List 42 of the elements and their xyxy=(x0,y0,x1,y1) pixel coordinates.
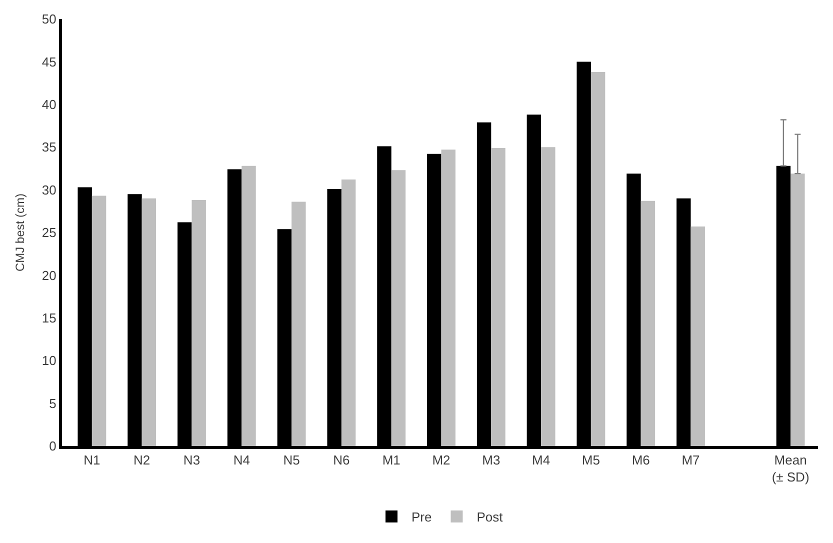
y-tick-label: 25 xyxy=(42,225,56,240)
y-tick-label: 35 xyxy=(42,140,56,155)
bar xyxy=(341,180,356,446)
bar xyxy=(242,166,256,446)
y-tick-label: 45 xyxy=(42,54,56,70)
bar xyxy=(640,200,656,446)
bar xyxy=(491,148,506,446)
bar xyxy=(292,202,306,446)
y-tick-label: 10 xyxy=(42,353,56,368)
y-tick-label: 30 xyxy=(42,182,56,198)
y-axis-title: CMJ best (cm) xyxy=(13,193,28,272)
bar xyxy=(391,170,406,446)
legend-label: Post xyxy=(476,510,504,525)
x-tick-label: N3 xyxy=(183,452,200,468)
bar xyxy=(541,147,556,446)
y-tick-label: 5 xyxy=(49,396,56,411)
legend-label: Pre xyxy=(412,510,432,525)
y-tick-label: 20 xyxy=(42,268,56,283)
bar xyxy=(690,226,705,446)
x-tick-label: M1 xyxy=(382,452,400,468)
bar xyxy=(192,200,206,446)
bar xyxy=(590,72,606,446)
x-tick-label: M5 xyxy=(582,452,600,468)
x-tick-label: N6 xyxy=(333,452,350,468)
y-tick-label: 15 xyxy=(42,310,56,326)
x-tick-label: Mean (± SD) xyxy=(772,452,810,484)
bar xyxy=(441,150,456,446)
y-tick-label: 40 xyxy=(42,96,56,112)
x-tick-label: M4 xyxy=(532,452,550,468)
x-tick-label: M3 xyxy=(482,452,500,468)
x-tick-label: N1 xyxy=(84,452,100,468)
x-tick-label: N2 xyxy=(134,452,150,468)
y-tick-label: 50 xyxy=(42,12,56,27)
x-tick-label: N4 xyxy=(233,452,250,468)
bar xyxy=(790,174,805,446)
x-tick-label: M6 xyxy=(632,452,650,468)
bar xyxy=(142,198,156,446)
x-tick-label: M2 xyxy=(432,452,450,468)
y-tick-label: 0 xyxy=(49,438,56,454)
x-tick-label: M7 xyxy=(682,452,700,468)
x-tick-label: N5 xyxy=(283,452,300,468)
bar xyxy=(92,196,106,446)
